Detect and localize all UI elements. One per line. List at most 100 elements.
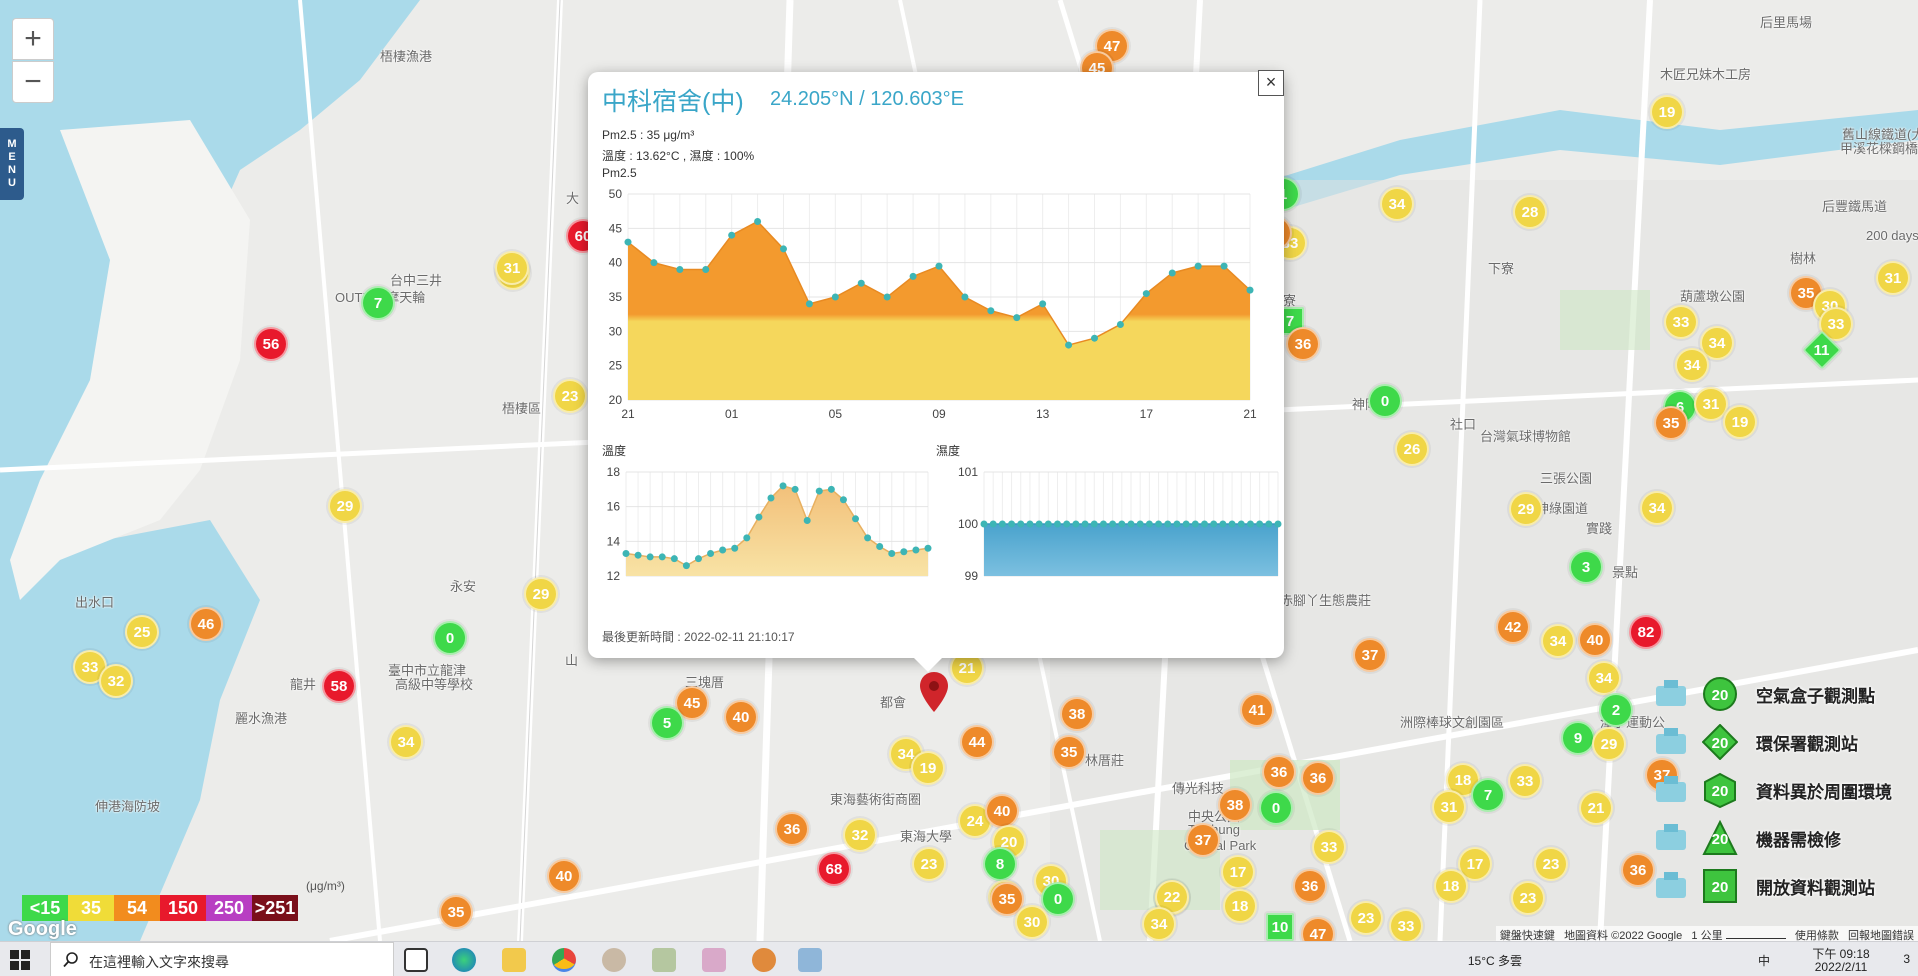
clock-date[interactable]: 2022/2/11	[1814, 960, 1868, 974]
sensor-marker[interactable]: 18	[1223, 889, 1257, 923]
sensor-marker[interactable]: 46	[189, 607, 223, 641]
sensor-marker[interactable]: 44	[960, 725, 994, 759]
sensor-marker[interactable]: 41	[1240, 693, 1274, 727]
menu-tab[interactable]: M E N U	[0, 128, 24, 200]
sensor-marker[interactable]: 7	[361, 286, 395, 320]
sensor-marker[interactable]: 23	[553, 379, 587, 413]
zoom-out-button[interactable]: −	[12, 61, 54, 103]
sensor-marker[interactable]: 31	[1432, 790, 1466, 824]
sensor-marker[interactable]: 36	[1286, 327, 1320, 361]
sensor-marker[interactable]: 42	[1496, 610, 1530, 644]
sensor-marker[interactable]: 19	[1723, 405, 1757, 439]
sensor-marker[interactable]: 33	[1664, 305, 1698, 339]
sensor-marker[interactable]: 2	[1599, 693, 1633, 727]
sensor-marker[interactable]: 33	[1819, 307, 1853, 341]
sensor-marker[interactable]: 23	[1534, 847, 1568, 881]
sensor-marker[interactable]: 26	[1395, 432, 1429, 466]
sensor-marker[interactable]: 29	[1509, 492, 1543, 526]
terms-link[interactable]: 使用條款	[1794, 930, 1839, 941]
sensor-marker[interactable]: 40	[724, 700, 758, 734]
map-view[interactable]: 梧棲漁港台中三井OUTLET摩天輪梧棲區大永安臺中市立龍津高級中等學校龍井麗水漁…	[0, 0, 1918, 941]
sensor-marker[interactable]: 23	[1511, 881, 1545, 915]
sensor-marker[interactable]: 36	[1621, 853, 1655, 887]
sensor-marker[interactable]: 8	[983, 847, 1017, 881]
sensor-marker[interactable]: 37	[1353, 638, 1387, 672]
sensor-marker[interactable]: 25	[125, 615, 159, 649]
sensor-marker[interactable]: 31	[495, 251, 529, 285]
sensor-marker[interactable]: 0	[1259, 791, 1293, 825]
sensor-marker[interactable]: 30	[1015, 905, 1049, 939]
sensor-marker[interactable]: 36	[775, 812, 809, 846]
sensor-marker[interactable]: 19	[911, 751, 945, 785]
keyboard-shortcuts-link[interactable]: 鍵盤快速鍵	[1499, 930, 1555, 941]
sensor-marker[interactable]: 56	[254, 327, 288, 361]
edge-browser-icon[interactable]	[452, 948, 476, 972]
clock-time[interactable]: 下午 09:18	[1812, 947, 1870, 961]
sensor-marker[interactable]: 23	[1349, 901, 1383, 935]
sensor-marker[interactable]: 68	[817, 852, 851, 886]
sensor-marker[interactable]: 34	[1541, 624, 1575, 658]
report-error-link[interactable]: 回報地圖錯誤	[1848, 930, 1914, 941]
sensor-marker[interactable]: 40	[985, 794, 1019, 828]
sensor-marker[interactable]: 37	[1186, 823, 1220, 857]
sensor-marker[interactable]: 0	[433, 621, 467, 655]
sensor-marker[interactable]: 34	[1380, 187, 1414, 221]
sensor-marker[interactable]: 58	[322, 669, 356, 703]
windows-start-icon[interactable]	[10, 950, 30, 970]
task-view-icon[interactable]	[404, 948, 428, 972]
selected-pin-icon[interactable]	[920, 672, 948, 712]
zoom-in-button[interactable]: +	[12, 18, 54, 60]
sensor-marker[interactable]: 21	[1579, 791, 1613, 825]
sensor-marker[interactable]: 31	[1876, 261, 1910, 295]
app-icon[interactable]	[702, 948, 726, 972]
sensor-marker[interactable]: 34	[389, 725, 423, 759]
sensor-marker[interactable]: 82	[1629, 615, 1663, 649]
ime-indicator[interactable]: 中	[1757, 954, 1770, 968]
sensor-marker[interactable]: 9	[1561, 721, 1595, 755]
app-icon[interactable]	[798, 948, 822, 972]
sensor-marker[interactable]: 31	[1694, 387, 1728, 421]
sensor-marker[interactable]: 35	[439, 895, 473, 929]
sensor-marker[interactable]: 32	[99, 664, 133, 698]
app-icon[interactable]	[652, 948, 676, 972]
close-button[interactable]: ×	[1258, 70, 1284, 96]
sensor-marker[interactable]: 19	[1650, 95, 1684, 129]
sensor-marker[interactable]: 34	[1640, 491, 1674, 525]
sensor-marker[interactable]: 33	[1312, 830, 1346, 864]
sensor-marker[interactable]: 34	[1587, 661, 1621, 695]
sensor-marker[interactable]: 32	[843, 818, 877, 852]
notification-count[interactable]: 3	[1903, 952, 1910, 966]
sensor-marker[interactable]: 35	[1052, 735, 1086, 769]
sensor-marker[interactable]: 34	[1675, 348, 1709, 382]
sensor-marker[interactable]: 29	[328, 489, 362, 523]
sensor-marker[interactable]: 36	[1262, 755, 1296, 789]
sensor-marker[interactable]: 7	[1471, 778, 1505, 812]
sensor-marker[interactable]: 0	[1041, 882, 1075, 916]
sensor-marker[interactable]: 47	[1095, 29, 1129, 63]
sensor-marker[interactable]: 17	[1221, 855, 1255, 889]
sensor-marker[interactable]: 33	[1508, 764, 1542, 798]
sensor-marker[interactable]: 34	[1142, 907, 1176, 941]
taskbar-search-box[interactable]: 在這裡輸入文字來搜尋	[50, 942, 394, 976]
sensor-marker[interactable]: 10	[1266, 913, 1294, 941]
sensor-marker[interactable]: 29	[524, 577, 558, 611]
chrome-icon[interactable]	[552, 948, 576, 972]
sensor-marker[interactable]: 36	[1293, 869, 1327, 903]
sensor-marker[interactable]: 35	[1654, 406, 1688, 440]
sensor-marker[interactable]: 38	[1060, 697, 1094, 731]
sensor-marker[interactable]: 3	[1569, 550, 1603, 584]
sensor-marker[interactable]: 47	[1301, 917, 1335, 941]
sensor-marker[interactable]: 33	[1389, 909, 1423, 941]
sensor-marker[interactable]: 36	[1301, 761, 1335, 795]
sensor-marker[interactable]: 23	[912, 847, 946, 881]
app-icon[interactable]	[752, 948, 776, 972]
sensor-marker[interactable]: 28	[1513, 195, 1547, 229]
sensor-marker[interactable]: 5	[650, 706, 684, 740]
sensor-marker[interactable]: 40	[547, 859, 581, 893]
sensor-marker[interactable]: 40	[1578, 623, 1612, 657]
app-icon[interactable]	[602, 948, 626, 972]
weather-widget[interactable]: 15°C 多雲	[1467, 954, 1522, 968]
sensor-marker[interactable]: 18	[1434, 869, 1468, 903]
sensor-marker[interactable]: 38	[1218, 788, 1252, 822]
file-explorer-icon[interactable]	[502, 948, 526, 972]
